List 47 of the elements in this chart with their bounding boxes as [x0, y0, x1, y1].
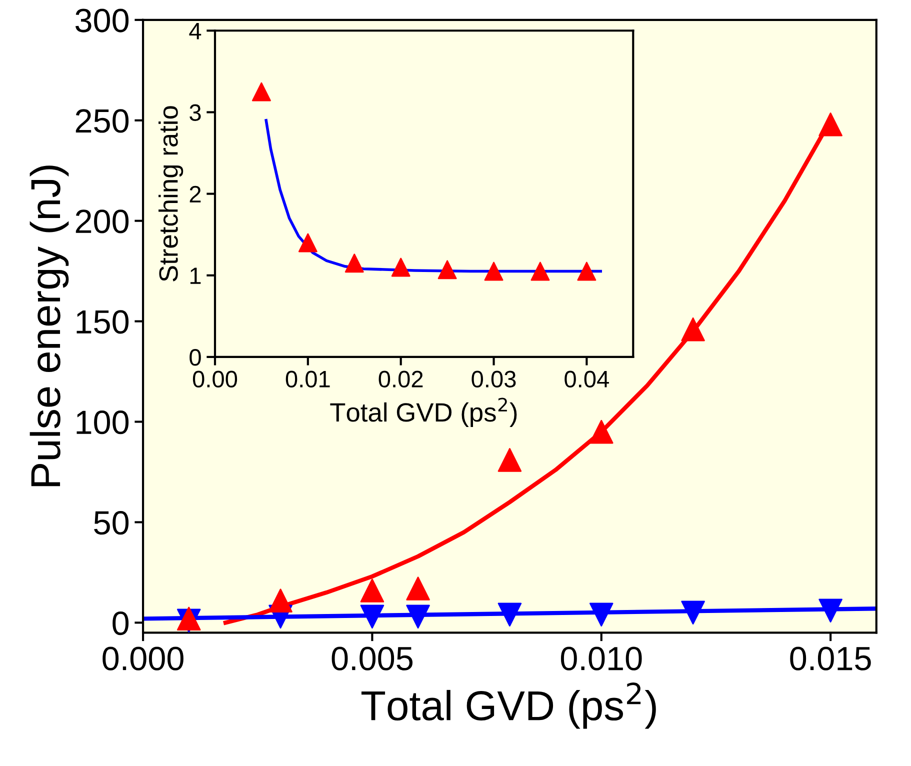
y-tick-label: 100: [76, 410, 129, 434]
point: [268, 588, 292, 612]
point: [681, 600, 705, 625]
y-tick-label: 50: [94, 511, 129, 535]
y-axis-title: Pulse energy (nJ): [30, 166, 69, 486]
point: [498, 602, 522, 627]
x-axis-title: Total GVD (ps$^{2}$): [330, 398, 517, 428]
point: [589, 420, 614, 444]
y-tick-label: 300: [75, 8, 129, 32]
y-tick-label: 0: [112, 611, 129, 636]
y-tick-label: 3: [190, 104, 201, 122]
x-tick-label: 0.02: [378, 370, 423, 388]
y-axis-title: Stretching ratio: [158, 106, 184, 282]
point: [589, 602, 614, 627]
x-axis-title: Total GVD (ps$^{2}$): [361, 682, 656, 729]
y-tick-label: 250: [76, 109, 129, 133]
x-tick-label: 0.000: [102, 646, 184, 670]
point: [498, 448, 522, 472]
point: [252, 82, 271, 102]
point: [406, 576, 430, 600]
point: [391, 258, 410, 277]
point: [360, 578, 384, 602]
point: [818, 112, 842, 136]
point: [530, 262, 550, 281]
y-tick-label: 150: [76, 310, 129, 334]
y-tick-label: 200: [76, 210, 129, 234]
point: [577, 262, 596, 281]
y-tick-label: 0: [190, 349, 201, 366]
x-tick-label: 0.005: [332, 646, 413, 670]
x-tick-label: 0.015: [790, 646, 871, 670]
point: [360, 604, 384, 629]
point: [681, 317, 705, 342]
point: [298, 233, 318, 252]
point: [344, 254, 364, 273]
x-tick-label: 0.01: [286, 370, 330, 388]
x-tick-label: 0.03: [472, 370, 516, 388]
point: [818, 598, 842, 623]
point: [484, 262, 504, 281]
y-tick-label: 1: [190, 268, 201, 284]
y-tick-label: 4: [189, 22, 202, 40]
point: [406, 604, 430, 629]
line-series: [264, 118, 602, 273]
x-tick-label: 0.00: [192, 370, 238, 388]
x-tick-label: 0.010: [560, 646, 642, 670]
point: [438, 260, 457, 280]
x-tick-label: 0.04: [564, 370, 609, 388]
y-tick-label: 2: [190, 186, 201, 202]
